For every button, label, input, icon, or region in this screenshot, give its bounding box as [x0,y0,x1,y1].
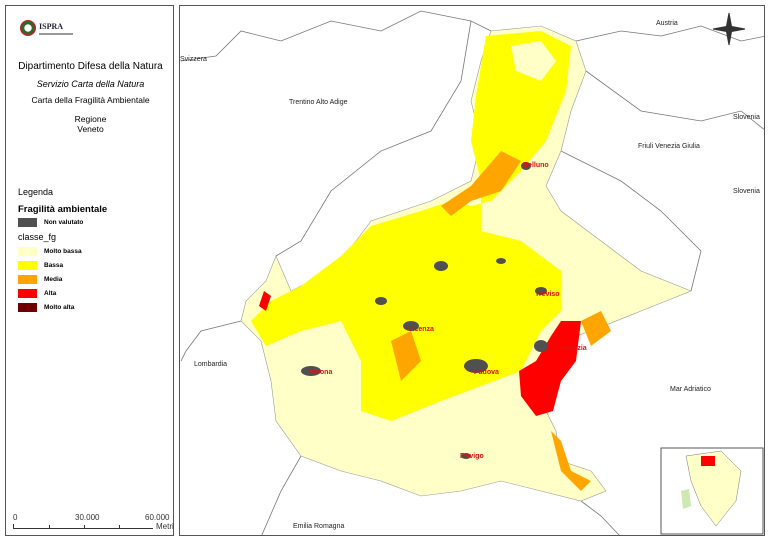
label-austria: Austria [656,20,678,27]
bassa-zone [251,31,571,421]
city-treviso: Treviso [535,291,560,298]
city-belluno: Belluno [523,162,549,169]
region-title: Regione Veneto [74,114,107,134]
label-lombardia: Lombardia [194,361,228,368]
admin-boundaries [180,10,764,535]
legend-item-non-valutato: Non valutato [18,218,83,227]
legend-field-name: classe_fg [18,232,57,242]
legend-title: Legenda [18,187,54,197]
legend-item: Molto alta [18,303,74,312]
department-title: Dipartimento Difesa della Natura [18,61,163,72]
non-valutato-areas [301,162,548,459]
ispra-logo: ISPRA [20,20,73,36]
label-svizzera: Svizzera [180,56,207,63]
label-slovenia: Slovenia [733,188,760,195]
legend-item: Molto bassa [18,247,82,256]
city-vicenza: Vicenza [408,326,434,333]
label-mar-adriatico: Mar Adriatico [670,386,711,393]
city-venezia: Venezia [561,345,587,352]
alta-zone [519,321,581,416]
legend-item: Media [18,275,62,284]
label-slovenia: Slovenia [733,114,760,121]
inset-map [660,447,764,535]
label-emilia-romagna: Emilia Romagna [293,523,345,530]
city-rovigo: Rovigo [460,453,484,460]
legend-item: Bassa [18,261,63,270]
media-zone [441,151,521,216]
map-title: Carta della Fragilità Ambientale [31,95,150,105]
label-trentino: Trentino Alto Adige [289,99,348,106]
city-verona: Verona [309,369,333,376]
legend-item: Alta [18,289,56,298]
label-friuli: Friuli Venezia Giulia [638,143,700,150]
legend-panel: ISPRA Dipartimento Difesa della Natura S… [5,5,174,536]
compass-rose [712,12,746,46]
legend-layer-title: Fragilità ambientale [18,204,108,215]
map-canvas [180,10,764,535]
service-title: Servizio Carta della Natura [36,79,145,89]
map-frame[interactable]: Austria Svizzera Trentino Alto Adige Fri… [179,5,765,536]
city-padova: Padova [474,369,499,376]
